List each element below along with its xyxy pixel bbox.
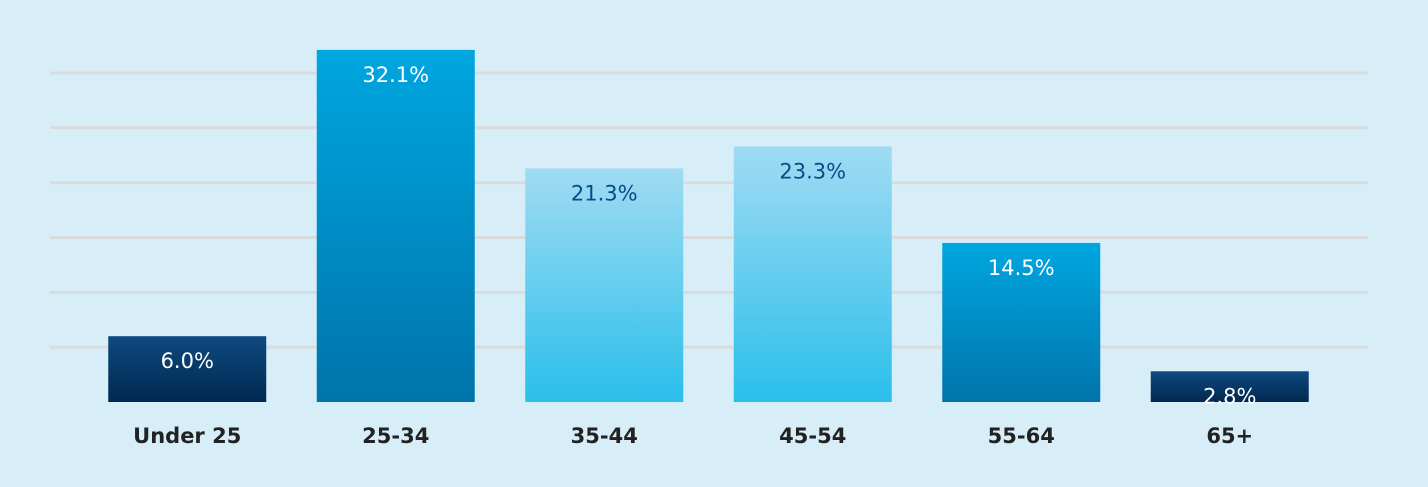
x-tick-label: 35-44: [571, 424, 638, 448]
bar: [1150, 371, 1309, 402]
x-tick-label: 55-64: [988, 424, 1055, 448]
bar: [525, 168, 684, 402]
value-label: 21.3%: [571, 181, 638, 205]
value-label: 14.5%: [988, 256, 1055, 280]
value-label: 32.1%: [362, 63, 429, 87]
x-tick-label: Under 25: [133, 424, 241, 448]
value-label: 2.8%: [1203, 384, 1256, 408]
x-tick-label: 65+: [1206, 424, 1253, 448]
bar: [733, 146, 892, 402]
x-tick-label: 25-34: [362, 424, 429, 448]
value-label: 23.3%: [779, 159, 846, 183]
bar: [942, 242, 1101, 402]
x-tick-label: 45-54: [779, 424, 846, 448]
bar: [108, 336, 267, 402]
value-label: 6.0%: [161, 349, 214, 373]
bar: [316, 49, 475, 402]
